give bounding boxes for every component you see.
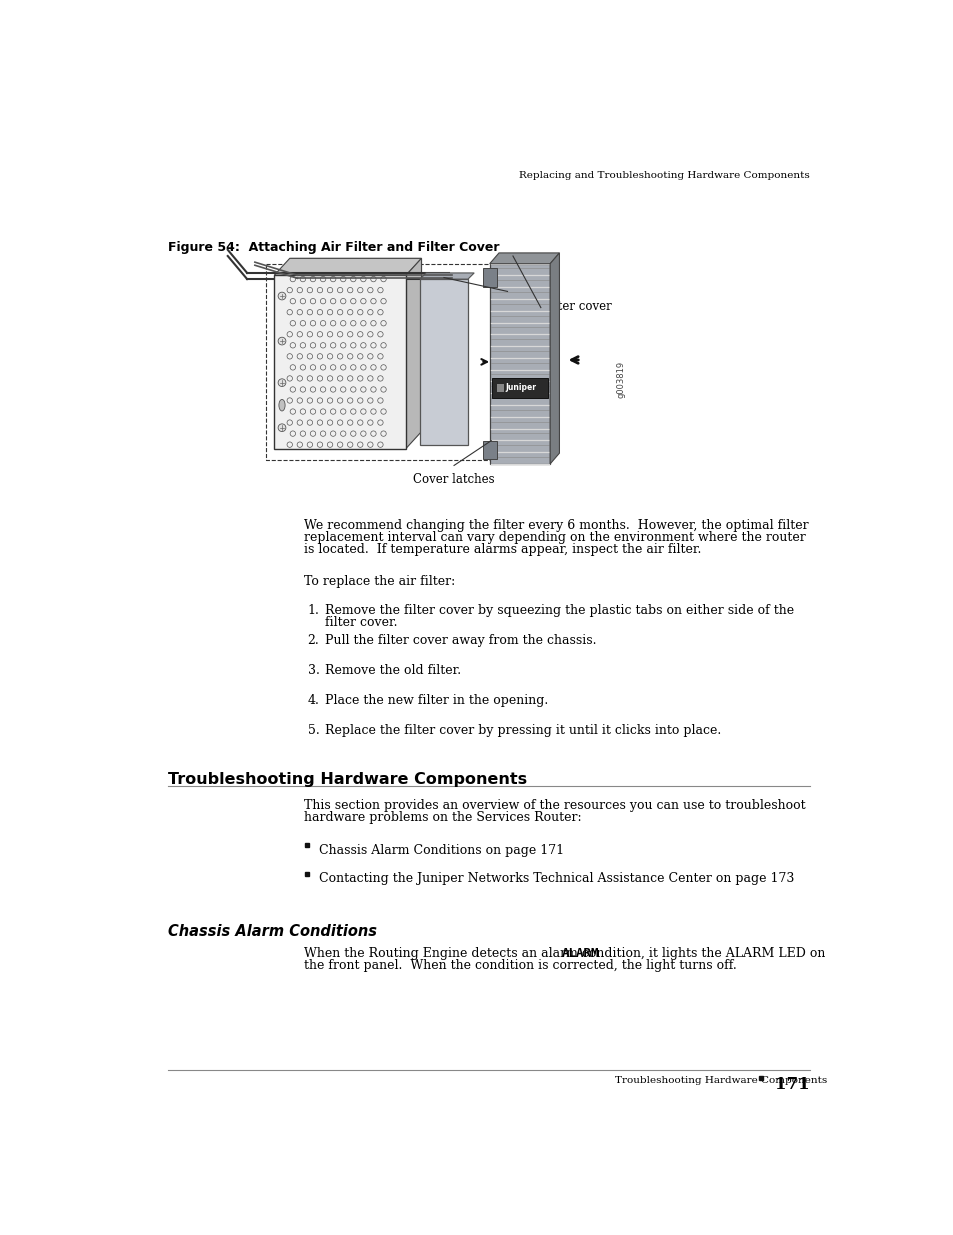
Text: This section provides an overview of the resources you can use to troubleshoot: This section provides an overview of the… — [303, 799, 804, 811]
Text: We recommend changing the filter every 6 months.  However, the optimal filter: We recommend changing the filter every 6… — [303, 520, 807, 532]
Text: Cover latches: Cover latches — [413, 473, 495, 487]
Polygon shape — [550, 253, 558, 464]
Circle shape — [278, 379, 286, 387]
Bar — [759, 1077, 762, 1079]
Text: Figure 54:  Attaching Air Filter and Filter Cover: Figure 54: Attaching Air Filter and Filt… — [168, 241, 499, 253]
Polygon shape — [492, 378, 547, 398]
Text: 3.: 3. — [307, 663, 319, 677]
Text: Pull the filter cover away from the chassis.: Pull the filter cover away from the chas… — [325, 634, 597, 647]
Text: Chassis Alarm Conditions: Chassis Alarm Conditions — [168, 924, 376, 940]
Text: Remove the old filter.: Remove the old filter. — [325, 663, 461, 677]
Polygon shape — [290, 258, 421, 431]
Text: 2.: 2. — [307, 634, 319, 647]
Polygon shape — [419, 273, 474, 279]
Text: g003819: g003819 — [617, 361, 625, 398]
Polygon shape — [497, 384, 504, 391]
Text: Place the new filter in the opening.: Place the new filter in the opening. — [325, 694, 548, 706]
Polygon shape — [489, 264, 550, 464]
Text: Remove the filter cover by squeezing the plastic tabs on either side of the: Remove the filter cover by squeezing the… — [325, 604, 794, 616]
Ellipse shape — [278, 399, 285, 411]
Text: ALARM: ALARM — [561, 947, 598, 960]
Circle shape — [278, 424, 286, 431]
Text: 4.: 4. — [307, 694, 319, 706]
Text: hardware problems on the Services Router:: hardware problems on the Services Router… — [303, 811, 580, 824]
Text: Contacting the Juniper Networks Technical Assistance Center on page 173: Contacting the Juniper Networks Technica… — [319, 872, 794, 885]
Text: Replace the filter cover by pressing it until it clicks into place.: Replace the filter cover by pressing it … — [325, 724, 720, 737]
Text: filter cover.: filter cover. — [325, 615, 397, 629]
Polygon shape — [406, 258, 421, 448]
Bar — [305, 844, 309, 847]
Polygon shape — [483, 268, 497, 287]
Text: To replace the air filter:: To replace the air filter: — [303, 574, 455, 588]
Text: Chassis Alarm Conditions on page 171: Chassis Alarm Conditions on page 171 — [319, 844, 564, 857]
Text: Troubleshooting Hardware Components: Troubleshooting Hardware Components — [615, 1076, 826, 1086]
Text: is located.  If temperature alarms appear, inspect the air filter.: is located. If temperature alarms appear… — [303, 543, 700, 556]
Text: Troubleshooting Hardware Components: Troubleshooting Hardware Components — [168, 772, 527, 787]
Text: When the Routing Engine detects an alarm condition, it lights the ALARM LED on: When the Routing Engine detects an alarm… — [303, 947, 824, 960]
Text: Replacing and Troubleshooting Hardware Components: Replacing and Troubleshooting Hardware C… — [518, 172, 809, 180]
Text: 5.: 5. — [307, 724, 319, 737]
Text: 171: 171 — [775, 1076, 809, 1093]
Text: Juniper: Juniper — [505, 383, 536, 393]
Polygon shape — [274, 258, 421, 275]
Polygon shape — [489, 253, 558, 264]
Text: the front panel.  When the condition is corrected, the light turns off.: the front panel. When the condition is c… — [303, 960, 736, 972]
Text: Filter cover: Filter cover — [542, 300, 612, 312]
Text: replacement interval can vary depending on the environment where the router: replacement interval can vary depending … — [303, 531, 804, 545]
Bar — [305, 872, 309, 876]
Circle shape — [278, 293, 286, 300]
Polygon shape — [483, 441, 497, 459]
Polygon shape — [274, 275, 406, 448]
Text: Air filter: Air filter — [509, 284, 559, 296]
Polygon shape — [419, 279, 468, 445]
Circle shape — [278, 337, 286, 345]
Text: 1.: 1. — [307, 604, 319, 616]
